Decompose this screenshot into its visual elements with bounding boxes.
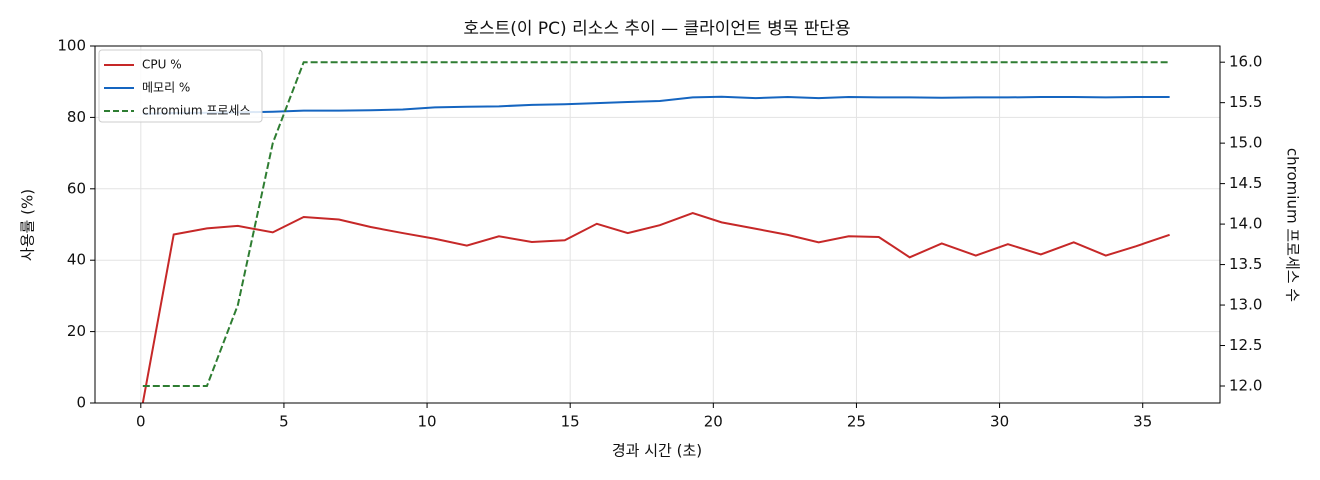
legend-box	[98, 49, 263, 123]
y-tick-label: 60	[67, 179, 86, 197]
y-tick-label: 80	[67, 108, 86, 126]
series-line	[142, 95, 1170, 115]
y2-tick-label: 14.0	[1229, 215, 1262, 233]
y2-tick-label: 16.0	[1229, 53, 1262, 71]
y-axis-label: 사용률 (%)	[19, 189, 37, 261]
chart-title: 호스트(이 PC) 리소스 추이 — 클라이언트 병목 판단용	[463, 19, 850, 39]
y2-tick-label: 12.0	[1229, 377, 1262, 395]
y2-tick-label: 15.5	[1229, 93, 1262, 111]
y2-tick-label: 13.5	[1229, 255, 1262, 273]
y2-tick-label: 14.5	[1229, 174, 1262, 192]
x-tick-label: 10	[418, 413, 437, 431]
legend-label: 메모리 %	[142, 81, 190, 95]
x-tick-label: 35	[1133, 413, 1152, 431]
y-tick-label: 40	[67, 251, 86, 269]
series-line	[141, 212, 1170, 404]
x-tick-label: 25	[847, 413, 866, 431]
x-tick-label: 30	[990, 413, 1009, 431]
y2-tick-label: 13.0	[1229, 296, 1262, 314]
series-line	[142, 61, 1170, 387]
x-axis-label: 경과 시간 (초)	[612, 442, 702, 460]
plot-frame	[94, 45, 1221, 404]
x-tick-label: 0	[136, 413, 146, 431]
x-tick-label: 20	[704, 413, 723, 431]
y2-axis-label: chromium 프로세스 수	[1284, 148, 1302, 302]
y2-tick-label: 15.0	[1229, 134, 1262, 152]
y-tick-label: 100	[57, 37, 86, 55]
x-tick-label: 5	[279, 413, 289, 431]
y-tick-label: 0	[76, 394, 86, 412]
legend-label: chromium 프로세스	[142, 104, 251, 118]
y2-tick-label: 12.5	[1229, 336, 1262, 354]
x-tick-label: 15	[561, 413, 580, 431]
y-tick-label: 20	[67, 322, 86, 340]
legend-label: CPU %	[142, 58, 182, 72]
